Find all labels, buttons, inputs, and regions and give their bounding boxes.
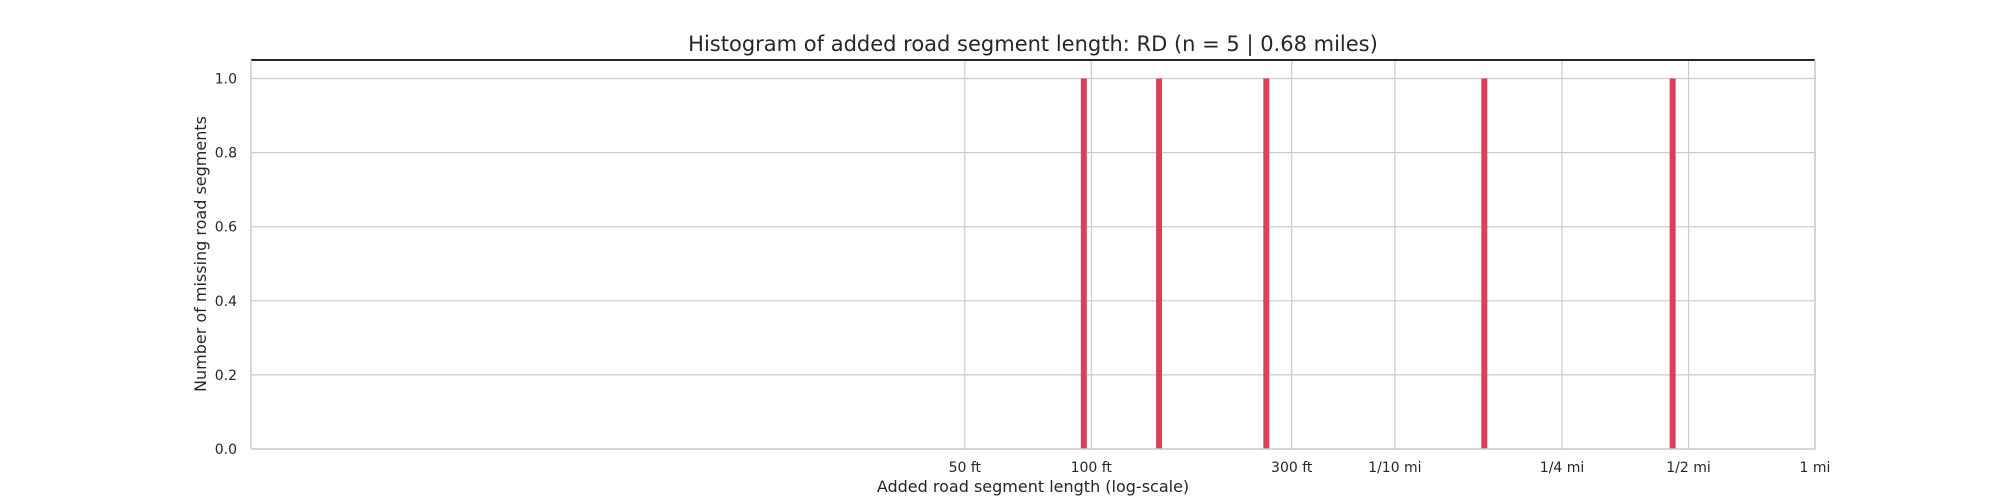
y-tick-label: 1.0 bbox=[215, 72, 237, 88]
histogram-bar bbox=[1669, 78, 1676, 450]
x-tick-label: 50 ft bbox=[949, 460, 982, 476]
histogram-bar bbox=[1263, 78, 1270, 450]
x-tick-label: 300 ft bbox=[1271, 460, 1313, 476]
plot-frame bbox=[250, 59, 1816, 450]
tick-labels: 0.0 0.2 0.4 0.6 0.8 1.0 50 ft 100 ft 300 ft 1/10 … bbox=[215, 72, 1831, 476]
x-tick-label: 100 ft bbox=[1071, 460, 1113, 476]
y-tick-label: 0.6 bbox=[215, 220, 237, 236]
x-tick-label: 1 mi bbox=[1800, 460, 1831, 476]
grid-lines bbox=[251, 60, 1816, 450]
chart-title: Histogram of added road segment length: … bbox=[688, 32, 1378, 57]
x-tick-label: 1/10 mi bbox=[1368, 460, 1421, 476]
y-tick-label: 0.4 bbox=[215, 294, 237, 310]
y-tick-label: 0.0 bbox=[215, 442, 237, 458]
histogram-bars bbox=[1080, 78, 1676, 450]
histogram-bar bbox=[1481, 78, 1488, 450]
x-axis-label: Added road segment length (log-scale) bbox=[877, 477, 1189, 496]
x-tick-label: 1/2 mi bbox=[1666, 460, 1711, 476]
x-tick-label: 1/4 mi bbox=[1540, 460, 1585, 476]
histogram-bar bbox=[1080, 78, 1087, 450]
y-axis-label: Number of missing road segments bbox=[191, 116, 210, 392]
y-tick-label: 0.8 bbox=[215, 146, 237, 162]
histogram-bar bbox=[1156, 78, 1163, 450]
y-tick-label: 0.2 bbox=[215, 368, 237, 384]
